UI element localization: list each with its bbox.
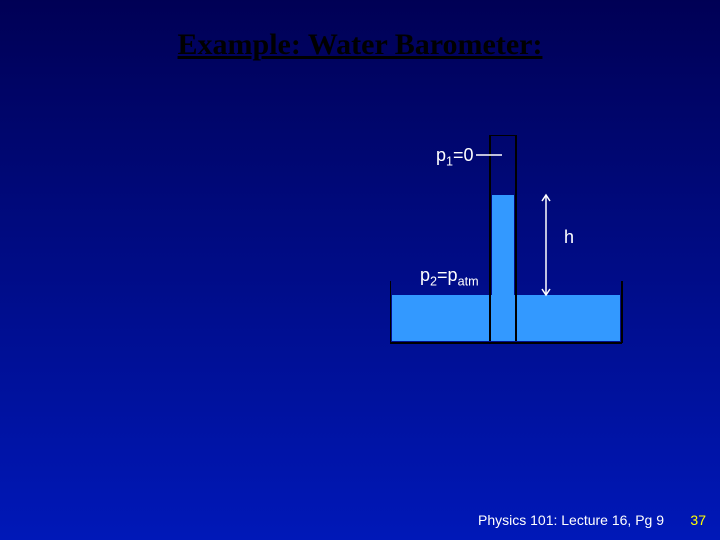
page-number-text: 37: [690, 512, 706, 528]
label-p2: p2=patm: [420, 265, 479, 289]
label-p2-atm: atm: [458, 275, 479, 289]
page-number: 37: [690, 512, 706, 528]
page-title: Example: Water Barometer:: [0, 28, 720, 62]
label-h: h: [564, 227, 574, 248]
label-p1-p: p: [436, 145, 446, 165]
label-h-text: h: [564, 227, 574, 247]
label-p1: p1=0: [436, 145, 474, 169]
barometer-svg: [390, 135, 630, 345]
label-p1-sub: 1: [446, 155, 453, 169]
barometer-diagram: p1=0 p2=patm h: [390, 135, 630, 345]
label-p2-sub: 2: [430, 275, 437, 289]
label-p1-rest: =0: [453, 145, 474, 165]
slide-footer: Physics 101: Lecture 16, Pg 9: [478, 512, 664, 528]
slide: Example: Water Barometer: p1=0 p2=patm h…: [0, 0, 720, 540]
label-p2-p: p: [420, 265, 430, 285]
title-text: Example: Water Barometer:: [178, 28, 543, 61]
label-p2-eq: =p: [437, 265, 458, 285]
footer-text: Physics 101: Lecture 16, Pg 9: [478, 512, 664, 528]
